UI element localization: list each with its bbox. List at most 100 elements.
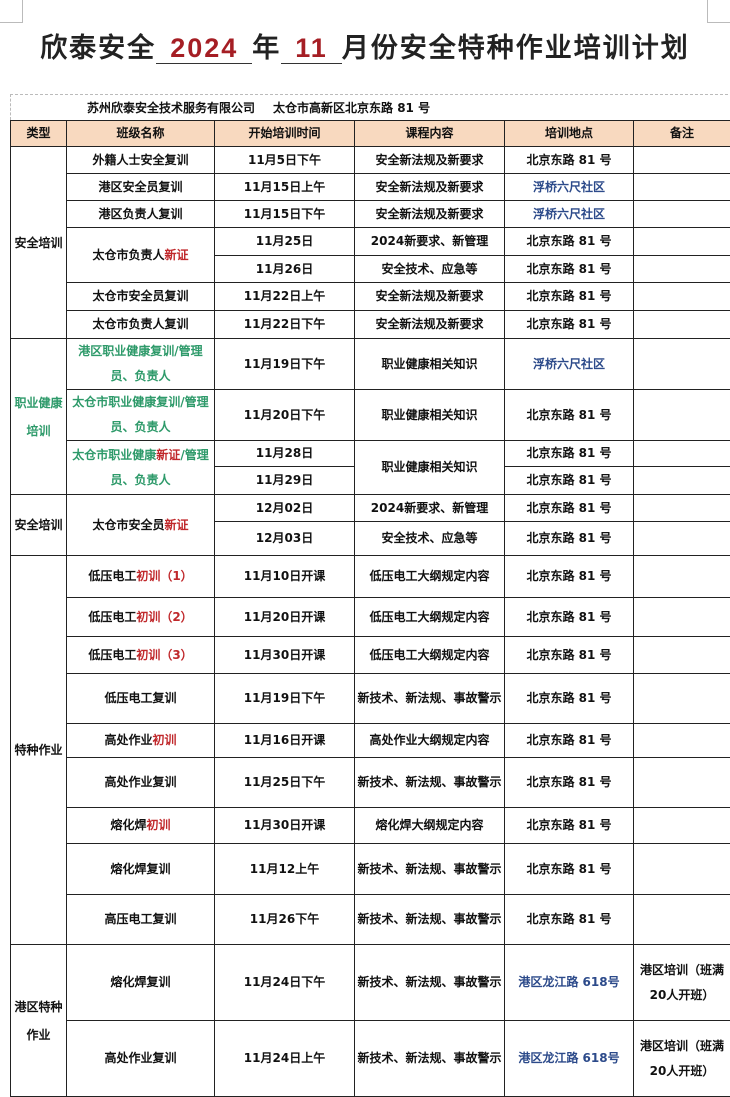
class-name-cell: 高处作业复训 — [67, 758, 215, 808]
company-info: 苏州欣泰安全技术服务有限公司太仓市高新区北京东路 81 号 — [10, 94, 728, 120]
content-cell: 2024新要求、新管理 — [355, 228, 505, 256]
location-cell: 北京东路 81 号 — [505, 522, 634, 556]
note-cell — [634, 390, 730, 441]
start-time-cell: 11月24日下午 — [215, 945, 355, 1021]
start-time-cell: 11月30日开课 — [215, 637, 355, 674]
start-time-cell: 11月26下午 — [215, 895, 355, 945]
class-name-cell: 太仓市职业健康新证/管理员、负责人 — [67, 441, 215, 495]
class-name-text: 初训 — [147, 818, 171, 832]
class-name-cell: 太仓市安全员新证 — [67, 495, 215, 556]
note-cell — [634, 283, 730, 311]
start-time-cell: 12月03日 — [215, 522, 355, 556]
class-name-cell: 高处作业初训 — [67, 724, 215, 758]
class-name-text: 熔化焊复训 — [110, 862, 170, 876]
location-cell: 北京东路 81 号 — [505, 390, 634, 441]
start-time-cell: 11月25日 — [215, 228, 355, 256]
content-cell: 新技术、新法规、事故警示 — [355, 895, 505, 945]
start-time-cell: 11月19日下午 — [215, 339, 355, 390]
class-name-cell: 熔化焊初训 — [67, 808, 215, 844]
class-name-text: 低压电工 — [88, 569, 136, 583]
class-name-text: 低压电工 — [88, 610, 136, 624]
class-name-cell: 高处作业复训 — [67, 1021, 215, 1097]
header-start-time: 开始培训时间 — [215, 121, 355, 147]
header-content: 课程内容 — [355, 121, 505, 147]
class-name-cell: 港区安全员复训 — [67, 174, 215, 201]
class-name-text: 低压电工 — [88, 648, 136, 662]
table-row: 低压电工初训（2）11月20日开课低压电工大纲规定内容北京东路 81 号 — [11, 598, 730, 637]
content-cell: 安全新法规及新要求 — [355, 201, 505, 228]
training-schedule-table: 类型 班级名称 开始培训时间 课程内容 培训地点 备注 安全培训外籍人士安全复训… — [10, 120, 730, 1097]
note-cell — [634, 201, 730, 228]
content-cell: 职业健康相关知识 — [355, 339, 505, 390]
note-cell — [634, 844, 730, 895]
location-cell: 港区龙江路 618号 — [505, 1021, 634, 1097]
class-name-text: 太仓市安全员 — [92, 518, 164, 532]
class-name-text: 太仓市职业健康复训/管理员、负责人 — [72, 395, 208, 434]
content-cell: 新技术、新法规、事故警示 — [355, 945, 505, 1021]
class-name-cell: 低压电工初训（2） — [67, 598, 215, 637]
class-name-text: 港区职业健康复训/管理员、负责人 — [78, 344, 202, 383]
start-time-cell: 11月16日开课 — [215, 724, 355, 758]
location-cell: 北京东路 81 号 — [505, 556, 634, 598]
location-cell: 北京东路 81 号 — [505, 441, 634, 467]
class-name-text: 熔化焊 — [110, 818, 146, 832]
title-year-unit: 年 — [252, 33, 281, 64]
note-cell — [634, 256, 730, 283]
note-cell — [634, 467, 730, 495]
content-cell: 安全新法规及新要求 — [355, 174, 505, 201]
header-location: 培训地点 — [505, 121, 634, 147]
class-name-text: 初训（2） — [136, 610, 192, 624]
note-cell — [634, 674, 730, 724]
class-name-cell: 低压电工初训（3） — [67, 637, 215, 674]
content-cell: 低压电工大纲规定内容 — [355, 556, 505, 598]
note-cell: 港区培训（班满20人开班） — [634, 945, 730, 1021]
start-time-cell: 11月29日 — [215, 467, 355, 495]
start-time-cell: 12月02日 — [215, 495, 355, 522]
class-name-text: 高处作业复训 — [104, 775, 176, 789]
page-corner-mark — [707, 0, 730, 23]
class-name-text: 港区负责人复训 — [98, 207, 182, 221]
content-cell: 新技术、新法规、事故警示 — [355, 1021, 505, 1097]
location-cell: 北京东路 81 号 — [505, 256, 634, 283]
header-class-name: 班级名称 — [67, 121, 215, 147]
note-cell — [634, 174, 730, 201]
content-cell: 2024新要求、新管理 — [355, 495, 505, 522]
content-cell: 安全新法规及新要求 — [355, 311, 505, 339]
note-cell — [634, 339, 730, 390]
location-cell: 北京东路 81 号 — [505, 808, 634, 844]
start-time-cell: 11月19日下午 — [215, 674, 355, 724]
class-name-cell: 太仓市负责人复训 — [67, 311, 215, 339]
class-name-text: 太仓市安全员复训 — [92, 289, 188, 303]
class-name-text: 高处作业复训 — [104, 1051, 176, 1065]
class-name-text: 初训（1） — [136, 569, 192, 583]
class-name-text: 新证 — [165, 518, 189, 532]
location-cell: 浮桥六尺社区 — [505, 339, 634, 390]
start-time-cell: 11月25日下午 — [215, 758, 355, 808]
location-cell: 北京东路 81 号 — [505, 758, 634, 808]
title-prefix: 欣泰安全 — [40, 33, 156, 64]
note-cell — [634, 311, 730, 339]
start-time-cell: 11月10日开课 — [215, 556, 355, 598]
note-cell — [634, 556, 730, 598]
note-cell — [634, 637, 730, 674]
class-name-text: 外籍人士安全复训 — [92, 153, 188, 167]
note-cell — [634, 598, 730, 637]
content-cell: 新技术、新法规、事故警示 — [355, 674, 505, 724]
note-cell — [634, 808, 730, 844]
type-cell: 特种作业 — [11, 556, 67, 945]
header-type: 类型 — [11, 121, 67, 147]
class-name-cell: 熔化焊复训 — [67, 844, 215, 895]
start-time-cell: 11月15日下午 — [215, 201, 355, 228]
location-cell: 浮桥六尺社区 — [505, 174, 634, 201]
start-time-cell: 11月26日 — [215, 256, 355, 283]
note-cell — [634, 895, 730, 945]
